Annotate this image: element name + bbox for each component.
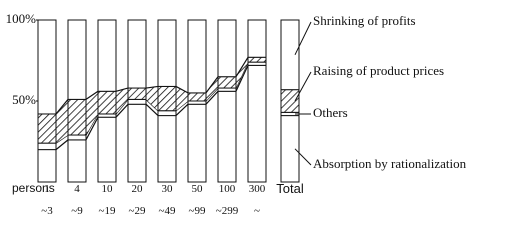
- bar-segment: [217, 90, 237, 183]
- bar-segment: [217, 76, 237, 89]
- bar-segment: [37, 142, 57, 151]
- x-tick-label: 30 ~49: [158, 183, 176, 217]
- hatch-band: [86, 91, 98, 136]
- bar-segment: [247, 56, 267, 63]
- bar-segment: [247, 64, 267, 183]
- chart-svg: persons 50% 100% Absorption by rationaliza…: [6, 11, 467, 195]
- bar-segment: [97, 19, 117, 92]
- bar-segment: [67, 98, 87, 136]
- hatch-band: [176, 86, 188, 111]
- bar-segment: [280, 89, 300, 113]
- x-axis-label: persons: [12, 181, 55, 195]
- bar-segment: [157, 115, 177, 183]
- x-tick-label: 4 ~9: [71, 183, 83, 217]
- y-tick-label: 50%: [12, 92, 36, 107]
- bar-segment: [157, 85, 177, 112]
- legend-label: Raising of product prices: [313, 63, 444, 78]
- connector: [235, 56, 249, 78]
- x-tick-label: 100 ~299: [215, 183, 239, 217]
- connector: [235, 65, 249, 92]
- connector: [55, 139, 69, 151]
- bar-segment: [97, 90, 117, 115]
- hatch-band: [236, 57, 248, 89]
- connector: [85, 116, 99, 141]
- x-tick-label: 10 ~19: [98, 183, 116, 217]
- bar-segment: [187, 92, 207, 102]
- legend-leader: [294, 21, 312, 56]
- x-tick-label: 50 ~99: [188, 183, 206, 217]
- x-tick-label: 1 ~3: [41, 183, 53, 217]
- connector: [115, 87, 129, 92]
- legend-label: Absorption by rationalization: [313, 156, 467, 171]
- connector: [175, 85, 189, 94]
- y-tick-label: 100%: [6, 11, 37, 26]
- hatch-band: [116, 88, 128, 114]
- connector: [145, 85, 159, 89]
- chart: persons 50% 100% Absorption by rationaliza…: [6, 11, 467, 217]
- connector: [175, 103, 189, 117]
- legend-label: Others: [313, 105, 348, 120]
- bar-segment: [127, 103, 147, 183]
- bar-segment: [247, 19, 267, 58]
- legend-label: Shrinking of profits: [313, 13, 416, 28]
- bar-segment: [187, 19, 207, 94]
- bar-segment: [280, 19, 300, 91]
- bar-segment: [157, 19, 177, 87]
- x-tick-label: Total: [276, 181, 304, 196]
- hatch-band: [56, 99, 68, 144]
- hatch-band: [146, 86, 158, 111]
- connector: [145, 103, 159, 117]
- bar-segment: [217, 19, 237, 78]
- bar-segment: [37, 113, 57, 144]
- bar-segment: [67, 19, 87, 100]
- bar-segment: [127, 87, 147, 100]
- bar-segment: [97, 116, 117, 183]
- bar-segment: [37, 19, 57, 115]
- connector: [205, 76, 219, 94]
- connector: [85, 113, 99, 136]
- x-tick-label: 300 ~: [248, 183, 266, 217]
- x-tick-label: 20 ~29: [128, 183, 146, 217]
- hatch-band: [206, 76, 218, 101]
- bar-segment: [127, 98, 147, 105]
- legend-leader: [294, 148, 312, 166]
- bar-segment: [280, 115, 300, 183]
- bar-segment: [127, 19, 147, 89]
- connector: [85, 90, 99, 100]
- bar-segment: [67, 134, 87, 141]
- connector: [115, 103, 129, 118]
- bar-segment: [157, 110, 177, 117]
- connector: [55, 98, 69, 115]
- bar-segment: [187, 103, 207, 183]
- connector: [205, 90, 219, 105]
- legend-leader: [294, 71, 312, 102]
- bar-segment: [67, 139, 87, 183]
